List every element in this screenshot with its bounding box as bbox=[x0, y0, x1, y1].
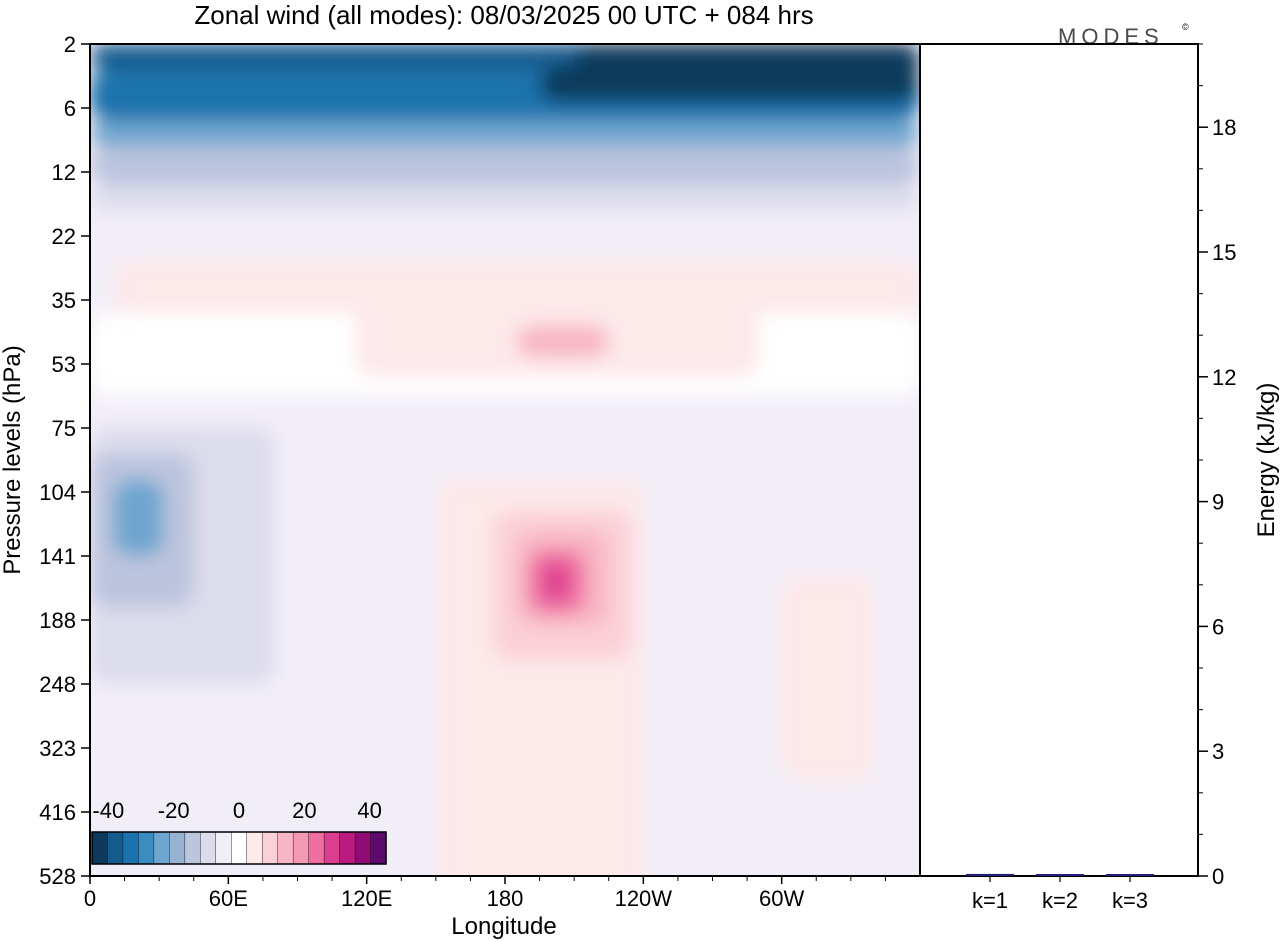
colorbar-cell bbox=[138, 831, 155, 865]
y-tick-label: 104 bbox=[39, 480, 76, 505]
colorbar-cell bbox=[292, 831, 310, 865]
x-tick-label: 180 bbox=[487, 886, 524, 911]
x-tick-label: 0 bbox=[84, 886, 96, 911]
heatmap-panel: 0 60E 120E 180 120W 60W 2 6 12 22 35 53 75 104 141 188… bbox=[0, 32, 921, 940]
bar-category-label: k=3 bbox=[1112, 888, 1148, 913]
field-region-5 bbox=[539, 66, 920, 102]
colorbar-cell bbox=[184, 831, 201, 865]
colorbar-cell bbox=[370, 831, 387, 865]
y-tick-label: 188 bbox=[39, 608, 76, 633]
y-tick-label: 2 bbox=[64, 32, 76, 57]
energy-axis-label: Energy (kJ/kg) bbox=[1253, 383, 1280, 538]
y-tick-label: 141 bbox=[39, 544, 76, 569]
x-tick-label: 60E bbox=[209, 886, 248, 911]
bar-category-label: k=2 bbox=[1042, 888, 1078, 913]
colorbar-cell bbox=[122, 831, 140, 865]
y-axis-label: Pressure levels (hPa) bbox=[0, 345, 26, 574]
y-tick-label: 22 bbox=[52, 224, 76, 249]
field-region-7 bbox=[90, 146, 920, 185]
energy-tick-label: 15 bbox=[1212, 240, 1236, 265]
energy-tick-label: 18 bbox=[1212, 115, 1236, 140]
x-axis-label: Longitude bbox=[451, 913, 556, 940]
colorbar-cell bbox=[277, 831, 294, 865]
field-region-14 bbox=[113, 479, 164, 556]
colorbar-cell bbox=[107, 831, 124, 865]
colorbar-cell bbox=[339, 831, 356, 865]
y-tick-label: 248 bbox=[39, 672, 76, 697]
field-region-8 bbox=[90, 184, 920, 211]
wind-field bbox=[90, 44, 920, 876]
y-tick-label: 75 bbox=[52, 416, 76, 441]
x-axis: 0 60E 120E 180 120W 60W bbox=[84, 876, 886, 911]
y-tick-label: 35 bbox=[52, 288, 76, 313]
colorbar-tick-label: 20 bbox=[292, 798, 316, 823]
field-region-21 bbox=[781, 575, 874, 780]
colorbar-cell bbox=[215, 831, 232, 865]
y-tick-label: 528 bbox=[39, 864, 76, 889]
y-tick-label: 12 bbox=[52, 160, 76, 185]
y-tick-label: 53 bbox=[52, 352, 76, 377]
chart-title: Zonal wind (all modes): 08/03/2025 00 UT… bbox=[194, 0, 813, 30]
y-tick-label: 323 bbox=[39, 736, 76, 761]
colorbar-cell bbox=[323, 831, 341, 865]
field-region-11 bbox=[516, 325, 609, 358]
x-tick-label: 120E bbox=[341, 886, 392, 911]
colorbar-cell bbox=[153, 831, 170, 865]
colorbar-cell bbox=[308, 831, 325, 865]
x-tick-label: 60W bbox=[759, 886, 804, 911]
energy-frame bbox=[919, 43, 1199, 877]
energy-bar bbox=[1036, 874, 1084, 876]
y-tick-label: 6 bbox=[64, 96, 76, 121]
energy-tick-label: 12 bbox=[1212, 365, 1236, 390]
field-region-19 bbox=[541, 562, 570, 601]
colorbar-cell bbox=[246, 831, 263, 865]
energy-tick-label: 0 bbox=[1212, 864, 1224, 889]
colorbar-tick-label: -20 bbox=[158, 798, 190, 823]
energy-tick-label: 6 bbox=[1212, 614, 1224, 639]
energy-axis: 0 3 6 9 12 15 18 bbox=[1198, 43, 1236, 889]
energy-tick-label: 3 bbox=[1212, 739, 1224, 764]
colorbar-tick-label: 40 bbox=[357, 798, 381, 823]
colorbar-cell bbox=[262, 831, 279, 865]
colorbar-frame bbox=[91, 831, 387, 865]
colorbar-cell bbox=[200, 831, 217, 865]
energy-tick-label: 9 bbox=[1212, 490, 1224, 515]
colorbar-cell bbox=[231, 831, 248, 865]
colorbar-cell bbox=[91, 831, 109, 865]
y-tick-label: 416 bbox=[39, 800, 76, 825]
bar-category-label: k=1 bbox=[972, 888, 1008, 913]
energy-bar bbox=[966, 873, 1014, 876]
colorbar-cell bbox=[354, 831, 372, 865]
field-region-20 bbox=[677, 492, 748, 812]
field-region-6 bbox=[90, 120, 920, 147]
energy-panel: k=1 k=2 k=3 0 3 6 9 12 15 18 Energy (kJ/kg) bbox=[919, 43, 1280, 913]
y-axis: 2 6 12 22 35 53 75 104 141 188 248 323 416 528 bbox=[39, 32, 90, 889]
brand-mark: © bbox=[1182, 22, 1189, 32]
energy-bar bbox=[1106, 874, 1154, 876]
colorbar-tick-label: 0 bbox=[233, 798, 245, 823]
x-tick-label: 120W bbox=[615, 886, 673, 911]
colorbar-legend: -40 -20 0 20 40 bbox=[91, 798, 387, 865]
colorbar-tick-label: -40 bbox=[92, 798, 124, 823]
colorbar-cell bbox=[169, 831, 186, 865]
